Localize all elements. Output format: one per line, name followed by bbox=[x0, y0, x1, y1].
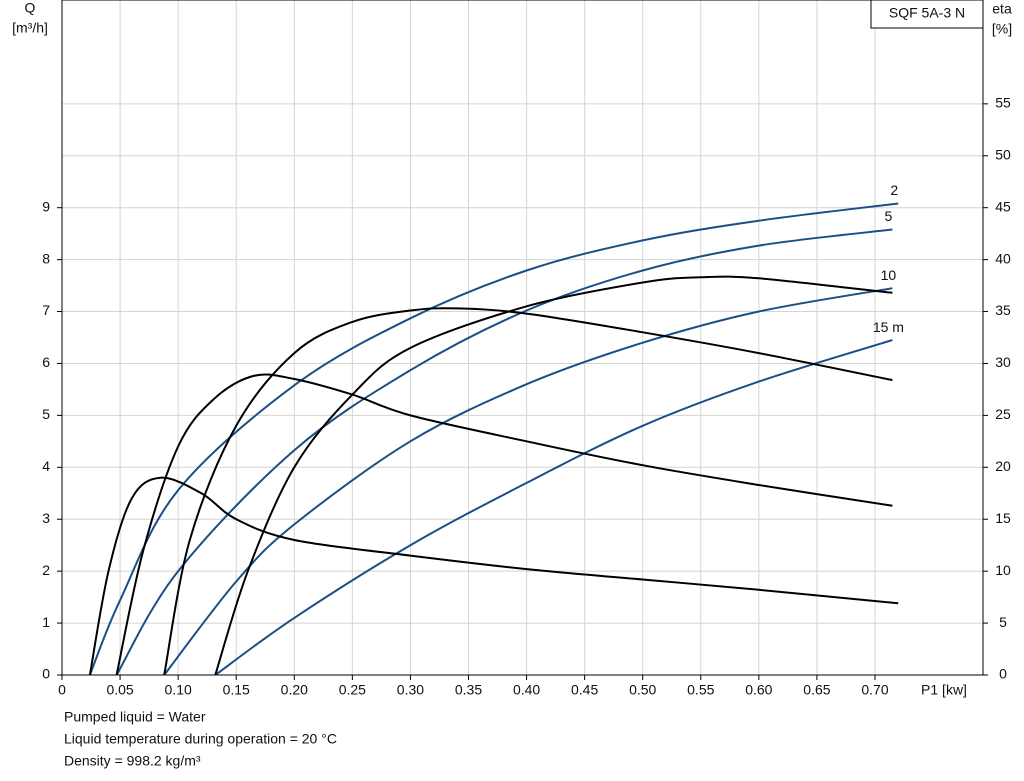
x-tick-label: 0.35 bbox=[455, 682, 482, 698]
x-tick-label: 0.10 bbox=[165, 682, 192, 698]
x-tick-label: 0.05 bbox=[106, 682, 133, 698]
annotation-box bbox=[870, 0, 984, 29]
efficiency-curve bbox=[163, 307, 893, 676]
y-tick-label: 7 bbox=[42, 302, 50, 318]
x-axis-label: P1 [kw] bbox=[921, 682, 967, 698]
x-tick-label: 0 bbox=[58, 682, 66, 698]
y2-tick-label: 45 bbox=[995, 198, 1011, 214]
x-tick-label: 0.50 bbox=[629, 682, 656, 698]
flow-curve bbox=[115, 228, 893, 676]
y2-axis-label: eta bbox=[992, 1, 1012, 17]
plot-frame bbox=[61, 0, 984, 676]
y-tick-label: 6 bbox=[42, 354, 50, 370]
legend-label: 2 bbox=[890, 182, 898, 198]
y2-tick-label: 0 bbox=[999, 666, 1007, 682]
y2-axis-unit: [%] bbox=[992, 21, 1012, 37]
flow-curve bbox=[163, 287, 893, 676]
y-tick-label: 5 bbox=[42, 406, 50, 422]
note: Liquid temperature during operation = 20… bbox=[64, 731, 337, 747]
note: Pumped liquid = Water bbox=[64, 709, 206, 725]
legend-label: 15 m bbox=[873, 319, 904, 335]
y2-tick-label: 20 bbox=[995, 458, 1011, 474]
y-tick-label: 4 bbox=[42, 458, 50, 474]
y-tick-label: 1 bbox=[42, 614, 50, 630]
x-tick-label: 0.65 bbox=[803, 682, 830, 698]
y2-tick-label: 10 bbox=[995, 562, 1011, 578]
note: Density = 998.2 kg/m³ bbox=[64, 753, 201, 769]
x-tick-label: 0.70 bbox=[861, 682, 888, 698]
x-tick-label: 0.20 bbox=[281, 682, 308, 698]
y-axis-unit: [m³/h] bbox=[12, 20, 48, 36]
y2-tick-label: 35 bbox=[995, 302, 1011, 318]
efficiency-curve bbox=[115, 373, 893, 676]
y2-tick-label: 50 bbox=[995, 146, 1011, 162]
annotation: SQF 5A-3 N bbox=[889, 5, 965, 21]
x-tick-label: 0.40 bbox=[513, 682, 540, 698]
y-tick-label: 2 bbox=[42, 562, 50, 578]
x-tick-label: 0.55 bbox=[687, 682, 714, 698]
y2-tick-label: 55 bbox=[995, 95, 1011, 111]
efficiency-curve bbox=[88, 476, 899, 676]
x-tick-label: 0.45 bbox=[571, 682, 598, 698]
x-tick-label: 0.15 bbox=[223, 682, 250, 698]
y2-tick-label: 40 bbox=[995, 250, 1011, 266]
y2-tick-label: 30 bbox=[995, 354, 1011, 370]
y-tick-label: 3 bbox=[42, 510, 50, 526]
efficiency-curve bbox=[214, 275, 893, 676]
flow-curve bbox=[214, 339, 893, 676]
x-tick-label: 0.60 bbox=[745, 682, 772, 698]
x-tick-label: 0.25 bbox=[339, 682, 366, 698]
y2-tick-label: 15 bbox=[995, 510, 1011, 526]
x-tick-label: 0.30 bbox=[397, 682, 424, 698]
y2-tick-label: 25 bbox=[995, 406, 1011, 422]
y2-tick-label: 5 bbox=[999, 614, 1007, 630]
legend-label: 10 bbox=[881, 267, 897, 283]
y-axis-label: Q bbox=[25, 0, 36, 16]
flow-curve bbox=[88, 202, 899, 676]
y-tick-label: 8 bbox=[42, 250, 50, 266]
y-tick-label: 9 bbox=[42, 198, 50, 214]
y-tick-label: 0 bbox=[42, 666, 50, 682]
legend-label: 5 bbox=[885, 208, 893, 224]
